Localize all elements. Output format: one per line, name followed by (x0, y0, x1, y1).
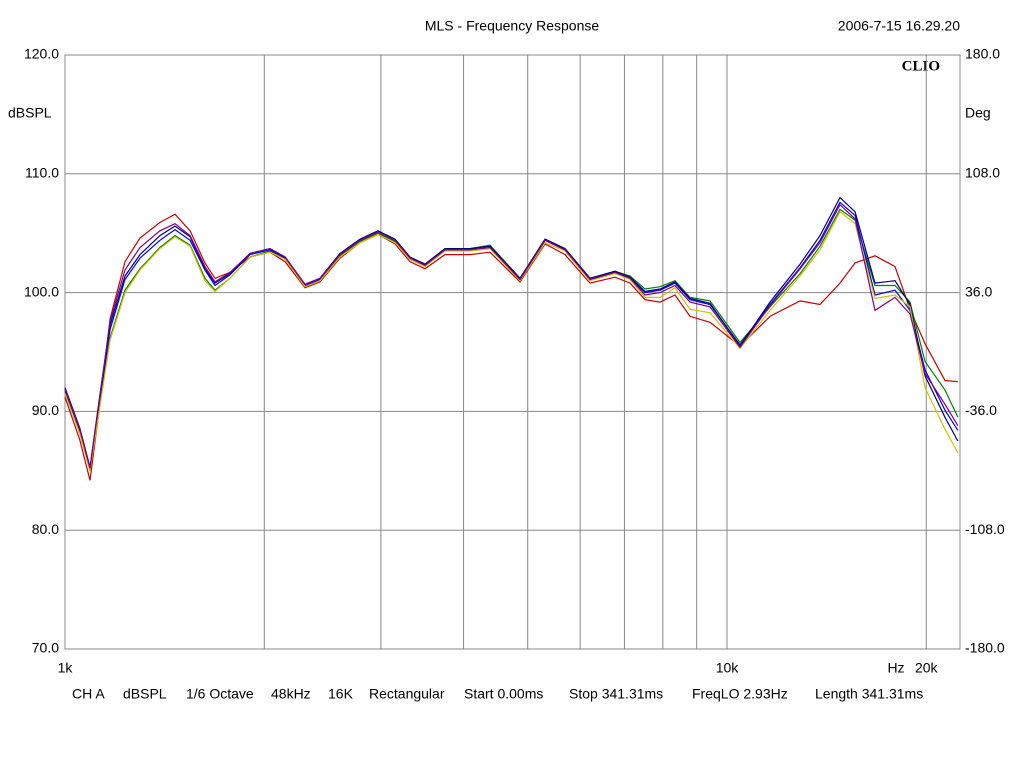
chart-title: MLS - Frequency Response (425, 18, 600, 34)
x-tick-label: 20k (915, 660, 939, 676)
footer-item: 48kHz (271, 686, 311, 702)
y-tick-label: 110.0 (25, 165, 59, 181)
series-line (64, 203, 959, 469)
y2-tick-label: -108.0 (965, 521, 1005, 537)
y-tick-label: 100.0 (24, 283, 59, 299)
footer-item: CH A (72, 686, 105, 702)
footer-item: 1/6 Octave (186, 686, 254, 702)
x-tick-label: 10k (716, 660, 740, 676)
footer-item: Start 0.00ms (464, 686, 543, 702)
y-tick-label: 80.0 (32, 521, 59, 537)
y2-tick-label: -36.0 (965, 402, 997, 418)
y-tick-label: 90.0 (32, 402, 59, 418)
y-tick-label: 70.0 (32, 640, 59, 656)
footer-item: Length 341.31ms (815, 686, 923, 702)
footer-item: Rectangular (369, 686, 445, 702)
y-axis-label: dBSPL (8, 105, 52, 121)
series-line (64, 210, 959, 471)
brand: CLIO (902, 58, 940, 74)
plot-frame (64, 54, 961, 650)
y2-axis-label: Deg (965, 105, 991, 121)
footer-item: FreqLO 2.93Hz (692, 686, 788, 702)
footer-item: 16K (328, 686, 354, 702)
series-line (64, 213, 958, 481)
y2-tick-label: 180.0 (965, 46, 1000, 62)
x-axis-label: Hz (887, 660, 904, 676)
y2-tick-label: 108.0 (965, 165, 1000, 181)
footer-item: dBSPL (123, 686, 167, 702)
timestamp: 2006-7-15 16.29.20 (838, 18, 960, 34)
x-tick-label: 1k (58, 660, 74, 676)
y-tick-label: 120.0 (24, 46, 59, 62)
series-line (64, 196, 959, 468)
y2-tick-label: 36.0 (965, 283, 992, 299)
footer-item: Stop 341.31ms (569, 686, 663, 702)
y2-tick-label: -180.0 (965, 640, 1005, 656)
